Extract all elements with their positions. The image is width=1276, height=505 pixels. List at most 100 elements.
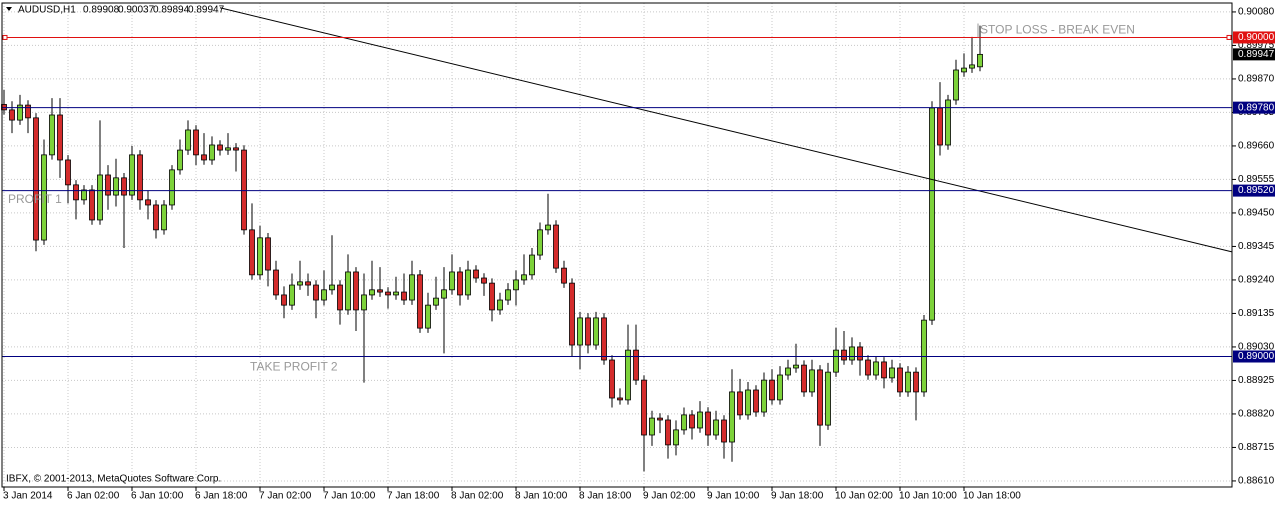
candle-body xyxy=(297,281,303,286)
candle-body xyxy=(441,289,447,299)
candle-body xyxy=(425,304,431,329)
candle-body xyxy=(601,317,607,361)
y-tick-label: 0.89240 xyxy=(1238,275,1275,286)
candle-body xyxy=(489,282,495,311)
candle-body xyxy=(793,364,799,369)
candle-body xyxy=(673,429,679,446)
candle-body xyxy=(265,237,271,271)
candle-body xyxy=(353,271,359,311)
candle-body xyxy=(657,417,663,421)
candle-body xyxy=(337,284,343,311)
candle-body xyxy=(81,189,87,201)
candle-body xyxy=(57,114,63,161)
plot-frame xyxy=(1,2,1233,488)
candle-body xyxy=(521,274,527,281)
candle-body xyxy=(433,297,439,306)
y-tick-label: 0.89345 xyxy=(1238,241,1275,252)
candle-body xyxy=(465,269,471,296)
y-tick-label: 0.89135 xyxy=(1238,308,1275,319)
candle-body xyxy=(385,291,391,296)
candle-body xyxy=(41,154,47,241)
candle-body xyxy=(721,419,727,443)
level-tag: 0.89520 xyxy=(1238,185,1275,196)
candle-body xyxy=(841,349,847,361)
candle-body xyxy=(393,291,399,296)
candle-body xyxy=(193,129,199,156)
candle-body xyxy=(849,346,855,361)
level-tag-bg xyxy=(1233,101,1275,114)
x-tick-label: 8 Jan 18:00 xyxy=(579,491,632,502)
x-tick-label: 8 Jan 02:00 xyxy=(451,491,504,502)
level-tag: 0.90000 xyxy=(1238,32,1275,43)
candle-body xyxy=(929,107,935,321)
x-tick-label: 9 Jan 10:00 xyxy=(707,491,760,502)
candle-body xyxy=(249,229,255,276)
candle-body xyxy=(617,397,623,401)
candle-body xyxy=(129,154,135,196)
x-tick-label: 10 Jan 02:00 xyxy=(835,491,893,502)
candle-body xyxy=(177,149,183,171)
candle-body xyxy=(881,361,887,379)
x-tick-label: 6 Jan 02:00 xyxy=(67,491,120,502)
trend-line xyxy=(219,7,1233,253)
candle-body xyxy=(225,147,231,151)
candle-body xyxy=(273,269,279,296)
candle-body xyxy=(809,369,815,393)
candle-body xyxy=(473,269,479,279)
candle-body xyxy=(713,419,719,436)
candle-body xyxy=(553,224,559,269)
candle-body xyxy=(945,99,951,146)
x-tick-label: 6 Jan 10:00 xyxy=(131,491,184,502)
candle-body xyxy=(185,129,191,151)
candle-body xyxy=(561,267,567,284)
candle-body xyxy=(89,189,95,221)
price-tag-bg xyxy=(1233,48,1275,61)
candle-body xyxy=(609,359,615,399)
candle-body xyxy=(137,154,143,201)
level-handle xyxy=(1226,34,1232,40)
candle-body xyxy=(857,346,863,361)
candle-body xyxy=(969,64,975,69)
candle-body xyxy=(345,271,351,311)
chart-title: AUDUSD,H1 xyxy=(18,5,76,16)
candle-body xyxy=(457,271,463,296)
candle-body xyxy=(625,349,631,401)
x-tick-label: 10 Jan 10:00 xyxy=(899,491,957,502)
candle-body xyxy=(649,417,655,436)
candle-body xyxy=(329,284,335,291)
candle-body xyxy=(409,274,415,301)
x-tick-label: 3 Jan 2014 xyxy=(3,491,53,502)
x-tick-label: 7 Jan 10:00 xyxy=(323,491,376,502)
candle-body xyxy=(417,274,423,329)
y-tick-label: 0.89450 xyxy=(1238,208,1275,219)
candle-body xyxy=(169,169,175,206)
y-tick-label: 0.89555 xyxy=(1238,174,1275,185)
level-tag-bg xyxy=(1233,350,1275,363)
candle-body xyxy=(305,281,311,286)
candle-body xyxy=(577,317,583,346)
candle-body xyxy=(17,104,23,121)
candle-body xyxy=(153,204,159,231)
candle-body xyxy=(937,107,943,146)
candle-body xyxy=(209,144,215,161)
candle-body xyxy=(497,299,503,311)
candle-body xyxy=(745,389,751,416)
candle-body xyxy=(913,371,919,393)
level-tag: 0.89780 xyxy=(1238,102,1275,113)
x-tick-label: 10 Jan 18:00 xyxy=(963,491,1021,502)
candle-body xyxy=(705,411,711,436)
y-tick-label: 0.89975 xyxy=(1238,40,1275,51)
level-label: TAKE PROFIT 2 xyxy=(250,360,338,374)
candle-body xyxy=(161,204,167,231)
candle-body xyxy=(217,144,223,151)
candle-body xyxy=(257,237,263,276)
level-label: STOP LOSS - BREAK EVEN xyxy=(980,23,1135,37)
copyright: IBFX, © 2001-2013, MetaQuotes Software C… xyxy=(6,474,221,485)
candle-body xyxy=(369,289,375,296)
candle-body xyxy=(897,367,903,393)
candle-body xyxy=(865,359,871,376)
candle-body xyxy=(281,294,287,306)
candle-body xyxy=(65,159,71,186)
